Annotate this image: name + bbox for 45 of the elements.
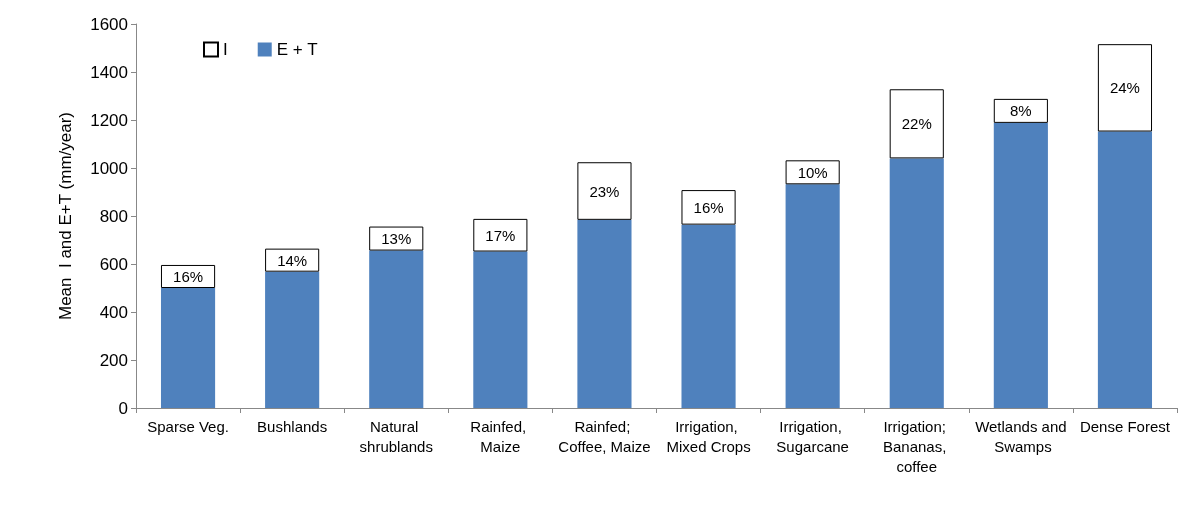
bar xyxy=(681,224,736,408)
y-tick-label: 1600 xyxy=(90,14,128,34)
y-tick-label: 0 xyxy=(118,398,128,418)
bar xyxy=(889,89,944,159)
y-tick-label: 200 xyxy=(99,350,128,370)
legend-label: I xyxy=(223,40,228,59)
legend-label: E + T xyxy=(276,40,318,59)
y-tick-label: 1400 xyxy=(90,62,128,82)
bar xyxy=(265,271,320,408)
x-tick-label: Bushlands xyxy=(257,417,328,435)
bar xyxy=(369,250,424,408)
y-tick-label: 1000 xyxy=(90,158,128,178)
annotation: 14% xyxy=(277,251,308,269)
bar xyxy=(577,162,632,220)
bar xyxy=(1097,44,1153,132)
x-tick-label: Rainfed, Maize xyxy=(470,417,531,455)
x-tick-label: Irrigation, Mixed Crops xyxy=(666,417,751,455)
y-tick-label: 1200 xyxy=(90,110,128,130)
x-tick-label: Wetlands and Swamps xyxy=(975,417,1067,455)
y-axis-title: Mean I and E+T (mm/year) xyxy=(56,111,75,321)
x-tick-label: Irrigation, Sugarcane xyxy=(776,417,849,455)
annotation: 8% xyxy=(1010,102,1032,120)
y-tick-label: 400 xyxy=(99,302,128,322)
annotation: 13% xyxy=(381,230,412,248)
annotation: 10% xyxy=(797,163,828,181)
annotation: 16% xyxy=(173,267,204,285)
bar xyxy=(473,251,528,408)
annotation: 24% xyxy=(1109,79,1140,97)
bar xyxy=(993,122,1048,408)
bar xyxy=(1097,131,1153,408)
annotation: 23% xyxy=(589,182,620,200)
bar xyxy=(160,288,216,408)
y-tick-label: 800 xyxy=(99,206,128,226)
annotation: 17% xyxy=(485,226,516,244)
bar xyxy=(577,219,632,408)
y-tick-label: 600 xyxy=(99,254,128,274)
x-tick-label: Sparse Veg. xyxy=(147,417,229,435)
annotation: 16% xyxy=(693,198,724,216)
annotation: 22% xyxy=(901,115,932,133)
x-tick-label: Natural shrublands xyxy=(359,417,433,455)
x-tick-label: Rainfed; Coffee, Maize xyxy=(558,417,651,455)
x-tick-label: Dense Forest xyxy=(1079,417,1171,435)
bar xyxy=(785,184,840,408)
x-tick-label: Irrigation; Bananas, coffee xyxy=(882,417,951,475)
bar xyxy=(889,158,944,408)
